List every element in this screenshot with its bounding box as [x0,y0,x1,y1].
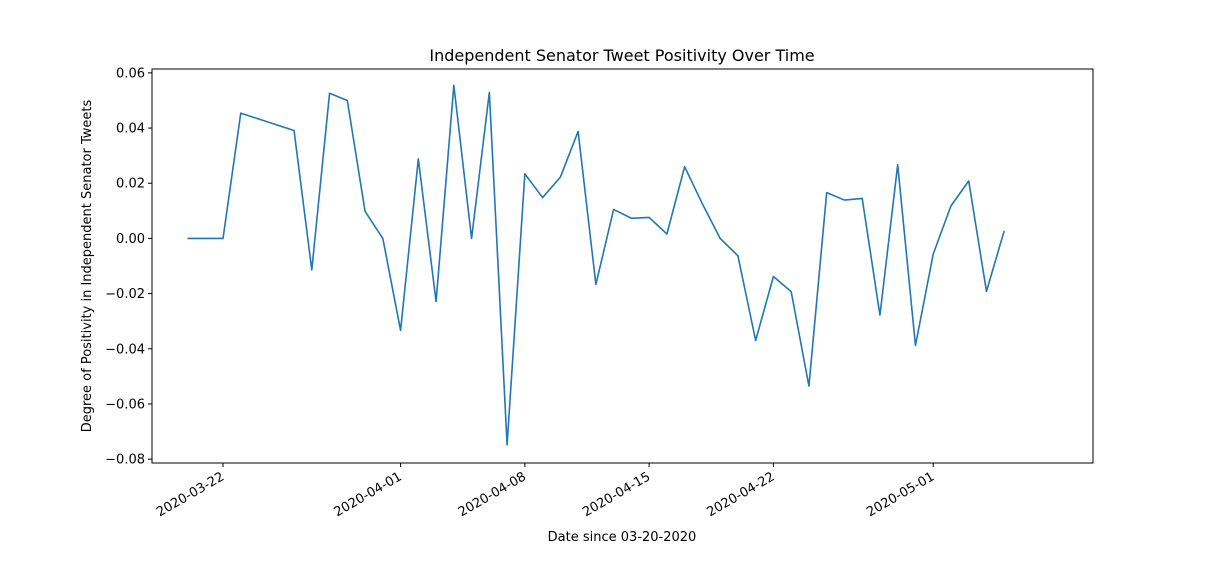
y-tick-label: 0.06 [116,66,145,81]
y-tick-label: 0.02 [116,177,145,192]
y-axis-ticks: 0.06 0.04 0.02 0.00 −0.02 −0.04 −0.06 −0.08 [105,66,152,468]
series-layer [187,84,1005,446]
x-axis-ticks: 2020-03-22 2020-04-01 2020-04-08 2020-04-15… [154,463,937,520]
x-tick-label: 2020-03-22 [154,469,227,520]
y-axis-label: Degree of Positivity in Independent Sena… [80,100,95,433]
y-tick-label: 0.00 [116,232,145,247]
y-tick-label: 0.04 [116,122,145,137]
y-tick-label: −0.04 [105,342,145,357]
y-tick-label: −0.08 [105,453,145,468]
x-tick-label: 2020-05-01 [864,469,937,520]
x-axis-label: Date since 03-20-2020 [548,530,697,545]
y-tick-label: −0.06 [105,397,145,412]
x-tick-label: 2020-04-22 [704,469,777,520]
plot-area-frame [151,68,1094,464]
series-line-0 [187,84,1005,446]
chart-title: Independent Senator Tweet Positivity Ove… [429,46,814,65]
x-tick-label: 2020-04-01 [332,469,405,520]
x-tick-label: 2020-04-15 [580,469,653,520]
y-tick-label: −0.02 [105,287,145,302]
x-tick-label: 2020-04-08 [456,469,529,520]
